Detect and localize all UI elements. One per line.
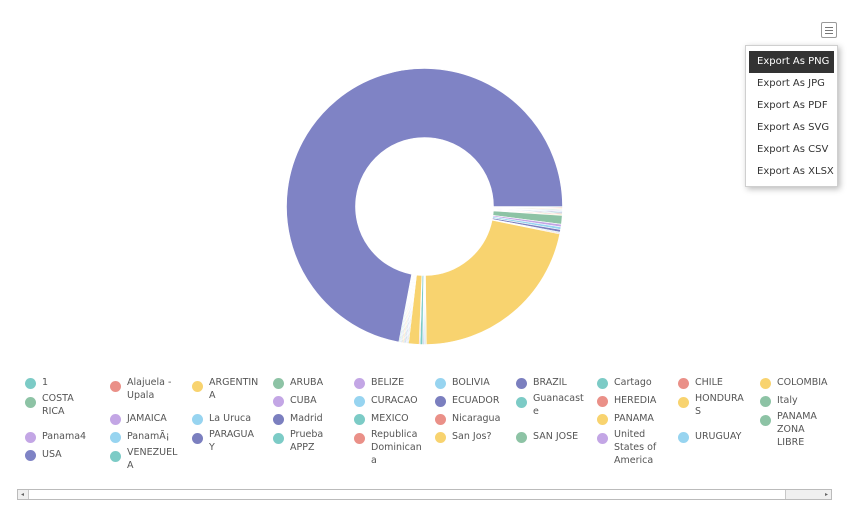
legend-label: Republica Dominican a — [371, 429, 422, 466]
legend-label: Guanacast e — [533, 393, 584, 417]
legend-label: Madrid — [290, 413, 323, 424]
legend-label: 1 — [42, 377, 49, 388]
horizontal-scrollbar[interactable]: ◂ ▸ — [17, 489, 832, 500]
legend-label: CHILE — [695, 377, 723, 388]
export-jpg-item[interactable]: Export As JPG — [757, 78, 825, 89]
scroll-right-arrow-icon[interactable]: ▸ — [824, 491, 828, 498]
legend-marker — [192, 433, 203, 444]
legend-label: BOLIVIA — [452, 377, 490, 388]
legend-marker — [273, 378, 284, 389]
legend-marker — [354, 378, 365, 389]
legend-label: JAMAICA — [127, 413, 167, 424]
legend-label: San Jos? — [452, 431, 492, 442]
legend-marker — [110, 451, 121, 462]
legend-marker — [760, 415, 771, 426]
slice-honduras[interactable] — [425, 219, 561, 345]
legend-marker — [273, 433, 284, 444]
legend-label: URUGUAY — [695, 431, 742, 442]
legend-label: Panama4 — [42, 431, 87, 442]
legend-label: PARAGUA Y — [209, 429, 254, 453]
legend-marker — [273, 414, 284, 425]
legend-label: Prueba APPZ — [290, 429, 324, 453]
legend-marker — [760, 396, 771, 407]
legend-marker — [435, 414, 446, 425]
legend-label: ECUADOR — [452, 395, 500, 406]
legend-marker — [435, 396, 446, 407]
legend-marker — [678, 378, 689, 389]
legend-marker — [110, 414, 121, 425]
legend-label: CURACAO — [371, 395, 418, 406]
legend-label: PanamÃ¡ — [127, 431, 170, 442]
legend-marker — [597, 378, 608, 389]
legend-label: Alajuela - Upala — [127, 377, 172, 401]
legend-label: ARGENTIN A — [209, 377, 259, 401]
legend-label: Italy — [777, 395, 798, 406]
legend-marker — [678, 432, 689, 443]
export-xlsx-item[interactable]: Export As XLSX — [757, 166, 834, 177]
export-svg-item[interactable]: Export As SVG — [757, 122, 830, 133]
legend-marker — [110, 432, 121, 443]
legend-marker — [435, 378, 446, 389]
legend-marker — [25, 397, 36, 408]
legend-marker — [597, 396, 608, 407]
legend-marker — [760, 378, 771, 389]
legend-marker — [516, 432, 527, 443]
legend-label: United States of America — [614, 429, 657, 466]
legend-marker — [273, 396, 284, 407]
legend-marker — [110, 381, 121, 392]
legend-marker — [354, 396, 365, 407]
legend-label: SAN JOSE — [533, 431, 579, 442]
legend-marker — [354, 414, 365, 425]
export-pdf-item[interactable]: Export As PDF — [757, 100, 828, 111]
legend-label: MEXICO — [371, 413, 409, 424]
legend-label: VENEZUEL A — [127, 447, 178, 471]
legend-marker — [192, 381, 203, 392]
legend-marker — [597, 414, 608, 425]
legend-label: BELIZE — [371, 377, 405, 388]
scroll-left-arrow-icon[interactable]: ◂ — [20, 491, 24, 498]
export-csv-item[interactable]: Export As CSV — [757, 144, 829, 155]
legend-marker — [192, 414, 203, 425]
legend-label: ARUBA — [290, 377, 324, 388]
legend-marker — [678, 397, 689, 408]
export-menu: Export As PNG Export As JPG Export As PD… — [745, 45, 838, 187]
legend-label: USA — [42, 449, 62, 460]
legend-label: BRAZIL — [533, 377, 567, 388]
legend-marker — [597, 433, 608, 444]
hamburger-menu-icon-line — [825, 33, 833, 34]
legend-marker — [435, 432, 446, 443]
export-png-item[interactable]: Export As PNG — [749, 51, 834, 73]
legend-marker — [25, 432, 36, 443]
legend-label: PANAMA — [614, 413, 654, 424]
legend-marker — [354, 433, 365, 444]
legend-label: La Uruca — [209, 413, 252, 424]
legend-marker — [25, 450, 36, 461]
legend-label: PANAMA ZONA LIBRE — [777, 411, 817, 448]
legend-marker — [516, 378, 527, 389]
export-menu-button[interactable] — [821, 22, 837, 38]
legend-marker — [25, 378, 36, 389]
legend-label: COLOMBIA — [777, 377, 828, 388]
legend-label: HONDURA S — [695, 393, 744, 417]
legend-label: COSTA RICA — [42, 393, 74, 417]
scrollbar-thumb[interactable] — [28, 490, 786, 499]
donut-slices — [286, 68, 563, 345]
hamburger-menu-icon — [825, 27, 833, 28]
legend-label: Cartago — [614, 377, 652, 388]
legend-label: Nicaragua — [452, 413, 501, 424]
hamburger-menu-icon-line — [825, 30, 833, 31]
legend-label: CUBA — [290, 395, 317, 406]
slice-usa[interactable] — [286, 68, 563, 343]
legend-label: HEREDIA — [614, 395, 657, 406]
legend-marker — [516, 397, 527, 408]
